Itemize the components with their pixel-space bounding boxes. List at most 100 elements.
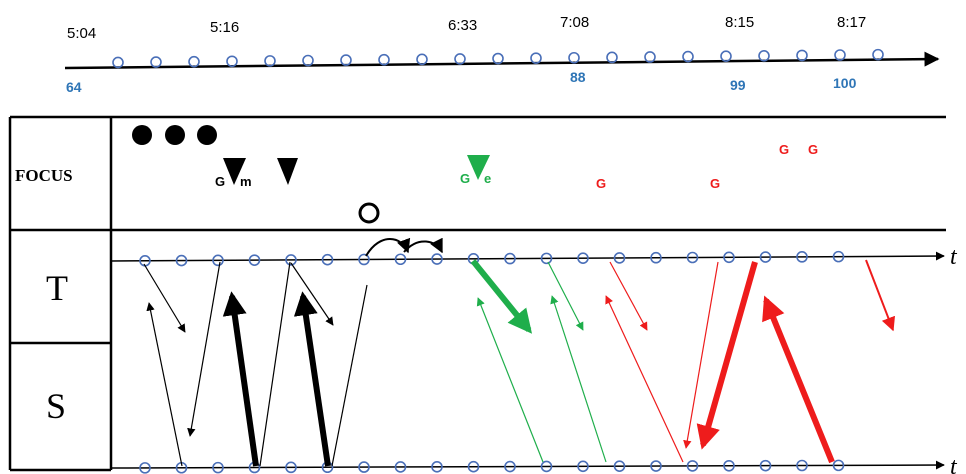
tick-circle xyxy=(139,462,151,474)
focus-letter-g: G xyxy=(779,142,789,157)
interaction-arrow-thick xyxy=(470,259,533,334)
tick-circle xyxy=(644,51,656,63)
time-label: 8:15 xyxy=(725,14,754,31)
focus-letter-g: G xyxy=(215,174,225,189)
tick-circle xyxy=(394,253,407,266)
focus-letter-g: G xyxy=(710,176,720,191)
tick-circle xyxy=(504,460,516,473)
interaction-arrow-thick xyxy=(293,291,331,467)
tick-circle xyxy=(467,460,480,473)
black-triangle-marker xyxy=(223,158,246,185)
diagram-frame xyxy=(8,115,946,472)
black-triangle-marker xyxy=(277,158,298,185)
turn-number: 88 xyxy=(570,69,586,85)
interaction-arrow-thick xyxy=(222,291,259,467)
tick-circle xyxy=(112,56,124,69)
tick-circle xyxy=(212,461,224,474)
time-label: 8:17 xyxy=(837,14,866,31)
interaction-arrow xyxy=(146,302,183,467)
tick-circle xyxy=(723,251,735,264)
tick-circle xyxy=(723,459,735,472)
focus-row-label: FOCUS xyxy=(15,166,73,185)
time-label: 7:08 xyxy=(560,14,589,31)
tick-circle xyxy=(540,460,553,473)
teacher-time-axis xyxy=(110,251,945,262)
interaction-arrow xyxy=(331,284,368,467)
tick-circle xyxy=(650,460,662,472)
tick-circle xyxy=(568,51,580,64)
interaction-arrow-thick xyxy=(696,261,758,450)
tick-circle xyxy=(454,53,466,65)
black-arrows xyxy=(143,261,368,467)
turn-number: 64 xyxy=(66,79,82,95)
tick-circle xyxy=(378,53,390,66)
tick-circle xyxy=(175,254,188,267)
tick-circle xyxy=(686,251,699,264)
tick-circle xyxy=(759,459,772,472)
tick-circle xyxy=(796,49,808,62)
tick-circle xyxy=(577,460,589,473)
turn-numbers: 64 88 99 100 xyxy=(66,69,857,95)
tick-circle xyxy=(832,459,845,472)
teacher-axis-t-label: t xyxy=(950,244,958,270)
tick-circle xyxy=(285,254,297,266)
tick-circle xyxy=(686,460,699,472)
tick-circle xyxy=(212,254,224,267)
tick-circle xyxy=(188,55,200,68)
red-arrows xyxy=(605,259,895,464)
curved-arrow xyxy=(365,237,411,257)
student-axis-t-label: t xyxy=(950,454,958,474)
tick-circle xyxy=(248,254,261,266)
tick-circle xyxy=(264,55,276,67)
tick-circle xyxy=(492,52,504,65)
interaction-arrow xyxy=(865,259,895,332)
tick-circle xyxy=(431,253,443,265)
focus-letter-g: G xyxy=(808,142,818,157)
tick-circle xyxy=(394,461,407,473)
interaction-arrow xyxy=(605,295,684,463)
focus-letter-m: m xyxy=(240,174,252,189)
tick-circle xyxy=(758,49,770,62)
tick-circle xyxy=(285,461,297,474)
time-labels: 5:04 5:16 6:33 7:08 8:15 8:17 xyxy=(67,14,866,42)
interaction-arrow xyxy=(683,261,719,449)
tick-circle xyxy=(682,50,694,63)
focus-markers: G m G e G G G G xyxy=(132,125,818,224)
turn-number: 100 xyxy=(833,75,857,91)
timeline-axis xyxy=(64,51,940,70)
student-tick-circles xyxy=(139,459,845,474)
tick-circle xyxy=(416,53,428,66)
tick-circle xyxy=(796,459,808,472)
tick-circle xyxy=(613,252,626,264)
tick-circle xyxy=(606,51,618,64)
teacher-row-label: T xyxy=(46,268,68,308)
tick-circle xyxy=(226,55,238,68)
time-label: 5:16 xyxy=(210,19,239,36)
tick-circle xyxy=(650,251,662,264)
interaction-arrow xyxy=(187,261,221,437)
student-time-axis xyxy=(110,460,945,470)
interaction-arrow xyxy=(547,261,584,331)
tick-circle xyxy=(150,56,162,68)
student-row-label: S xyxy=(46,386,66,426)
tick-circle xyxy=(302,54,314,67)
timeline-tick-circles xyxy=(112,48,884,69)
top-timeline: 5:04 5:16 6:33 7:08 8:15 8:17 64 88 99 1… xyxy=(64,14,940,95)
interaction-arrow-thick xyxy=(762,295,835,464)
tick-circle xyxy=(358,253,370,266)
black-dot-marker xyxy=(197,125,217,145)
turn-number: 99 xyxy=(730,77,746,93)
tick-circle xyxy=(872,48,884,61)
tick-circle xyxy=(834,49,846,61)
interaction-arrow xyxy=(476,297,544,463)
focus-letter-e: e xyxy=(484,171,491,186)
focus-letter-g: G xyxy=(596,176,606,191)
focus-letter-g: G xyxy=(460,171,470,186)
green-triangle-marker xyxy=(467,155,490,180)
tick-circle xyxy=(340,54,352,66)
tick-circle xyxy=(358,461,370,473)
black-dot-marker xyxy=(132,125,152,145)
tick-circle xyxy=(530,52,542,64)
t-s-axes: t t xyxy=(110,244,958,474)
